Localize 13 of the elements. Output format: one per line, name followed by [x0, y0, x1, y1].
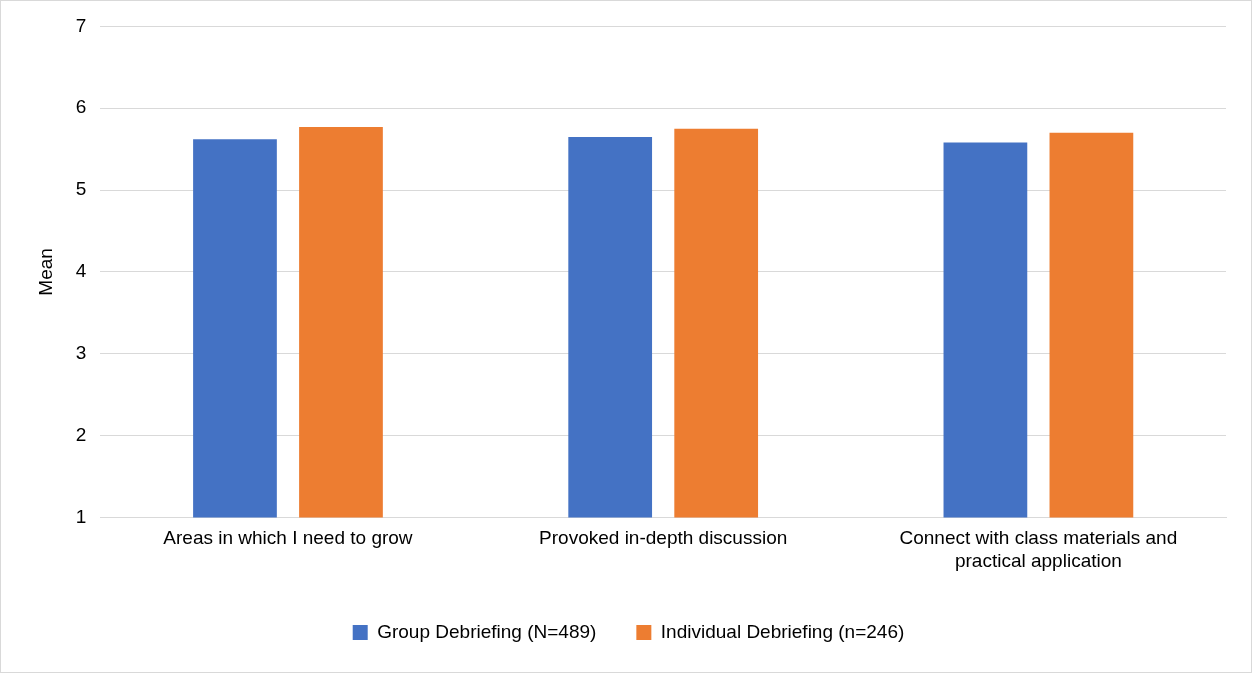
x-tick-label: Connect with class materials and practical application — [899, 527, 1178, 571]
y-tick-label: 5 — [75, 178, 87, 200]
legend-label: Individual Debriefing (n=246) — [660, 620, 905, 642]
legend-label: Group Debriefing (N=489) — [377, 620, 597, 642]
y-tick-label: 4 — [75, 260, 87, 282]
x-tick-label: Areas in which I need to grow — [163, 527, 413, 549]
y-tick-label: 7 — [75, 14, 87, 36]
y-axis-title: Mean — [34, 248, 56, 296]
y-tick-label: 6 — [75, 96, 87, 118]
y-tick-label: 2 — [75, 423, 87, 445]
y-tick-label: 3 — [75, 341, 87, 363]
y-tick-label: 1 — [75, 505, 87, 527]
x-tick-label: Provoked in-depth discussion — [539, 527, 788, 549]
